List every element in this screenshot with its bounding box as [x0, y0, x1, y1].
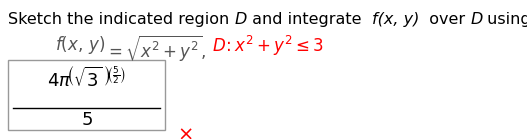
Text: $f(x,\,y)$: $f(x,\,y)$ — [55, 34, 105, 56]
Text: over: over — [419, 12, 470, 27]
Text: Sketch the indicated region: Sketch the indicated region — [8, 12, 235, 27]
Text: and integrate: and integrate — [247, 12, 372, 27]
Text: D: D — [235, 12, 247, 27]
Bar — [8, 60, 165, 130]
Text: using polar coordinates.: using polar coordinates. — [483, 12, 527, 27]
Text: $4\pi\!\left(\sqrt{3}\,\right)^{\!\!\left(\frac{5}{2}\right)}$: $4\pi\!\left(\sqrt{3}\,\right)^{\!\!\lef… — [47, 66, 126, 91]
Text: $\,\,D\!: x^2 + y^2 \leq 3$: $\,\,D\!: x^2 + y^2 \leq 3$ — [207, 34, 324, 58]
Text: $5$: $5$ — [81, 111, 92, 129]
Text: $ = \sqrt{x^2 + y^2},$: $ = \sqrt{x^2 + y^2},$ — [105, 34, 207, 64]
Text: $\times$: $\times$ — [177, 125, 193, 139]
Text: f(x, y): f(x, y) — [372, 12, 419, 27]
Text: D: D — [470, 12, 483, 27]
